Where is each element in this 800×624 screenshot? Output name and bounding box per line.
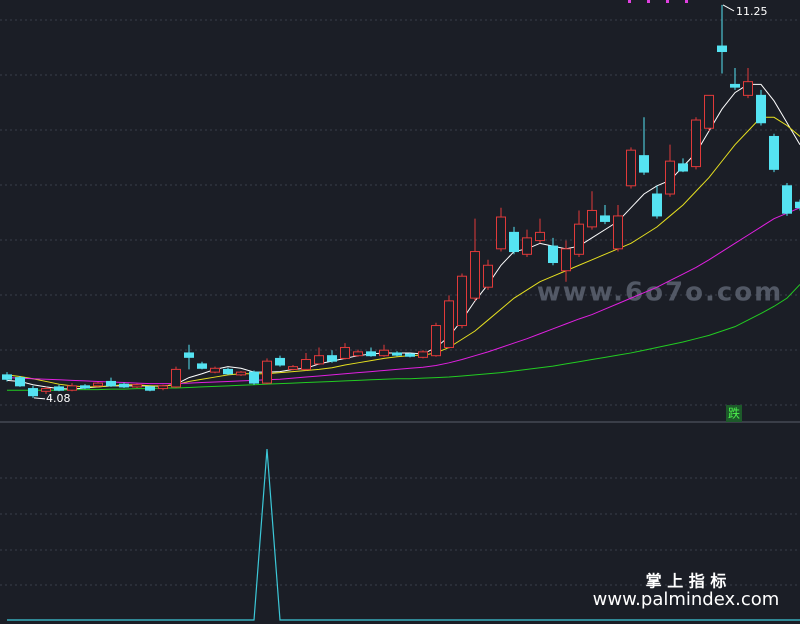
high-label: 11.25 <box>736 5 768 18</box>
candle-body <box>28 388 38 397</box>
candle-body <box>145 386 155 391</box>
candle-body <box>67 385 77 391</box>
candle-body <box>249 371 259 384</box>
candle-body <box>236 371 246 376</box>
candle-body <box>730 83 740 88</box>
candle-body <box>392 352 402 356</box>
candle-body <box>262 360 272 384</box>
low-arrow <box>33 397 46 400</box>
candle-body <box>106 380 116 387</box>
moving-average <box>7 284 800 391</box>
candle-body <box>158 385 168 390</box>
low-label: 4.08 <box>46 392 71 405</box>
candle-body <box>288 366 298 370</box>
signal-dots <box>628 0 688 3</box>
candle-body <box>639 155 649 173</box>
candle-body <box>535 231 545 242</box>
candle-body <box>704 94 714 129</box>
candle-body <box>54 386 64 391</box>
brand: 掌 上 指 标 <box>646 572 727 591</box>
candle-body <box>444 300 454 348</box>
candle-body <box>509 231 519 253</box>
candle-body <box>418 351 428 358</box>
candle-body <box>691 119 701 168</box>
candle-body <box>561 248 571 272</box>
watermark: www.6o7o.com <box>537 278 783 308</box>
candle-body <box>665 160 675 195</box>
candle-body <box>184 352 194 358</box>
candle-body <box>210 367 220 373</box>
candle-body <box>652 193 662 217</box>
candle-body <box>470 251 480 299</box>
candle-body <box>314 355 324 365</box>
candle-body <box>483 264 493 288</box>
brand-url: www.palmindex.com <box>593 589 780 610</box>
candle-body <box>457 275 467 327</box>
candle-body <box>405 353 415 357</box>
candle-body <box>119 383 129 388</box>
candle-body <box>41 388 51 392</box>
candle-body <box>15 377 25 387</box>
candle-body <box>132 384 142 388</box>
candle-body <box>93 382 103 387</box>
candle-body <box>80 385 90 389</box>
candle-body <box>717 45 727 53</box>
candle-body <box>197 363 207 369</box>
candle-body <box>379 349 389 357</box>
candle-body <box>223 368 233 375</box>
signal-box <box>726 405 742 422</box>
candle-body <box>795 201 800 209</box>
candle-body <box>743 81 753 96</box>
candle-body <box>171 368 181 388</box>
candle-body <box>678 163 688 172</box>
candle-body <box>613 215 623 250</box>
candle-body <box>2 374 12 380</box>
candle-body <box>769 135 779 170</box>
candle-body <box>340 346 350 359</box>
candle-body <box>548 245 558 264</box>
candle-body <box>626 149 636 187</box>
indicator-line <box>7 449 800 621</box>
candle-body <box>301 359 311 370</box>
candle-body <box>275 357 285 366</box>
candle-body <box>496 216 506 250</box>
signal-label: 跌 <box>728 406 740 421</box>
candle-body <box>366 351 376 357</box>
candle-body <box>327 355 337 362</box>
candle-body <box>587 209 597 228</box>
candle-body <box>782 185 792 214</box>
candle-body <box>353 351 363 357</box>
candle-body <box>756 94 766 124</box>
candle-body <box>600 215 610 222</box>
high-arrow <box>722 4 735 12</box>
candle-body <box>431 325 441 357</box>
indicator-panel <box>7 449 800 621</box>
candle-body <box>574 223 584 255</box>
candle-body <box>522 237 532 255</box>
price-panel: 11.25 4.08 跌 <box>2 4 800 422</box>
moving-average <box>6 116 800 388</box>
moving-average <box>6 207 800 385</box>
